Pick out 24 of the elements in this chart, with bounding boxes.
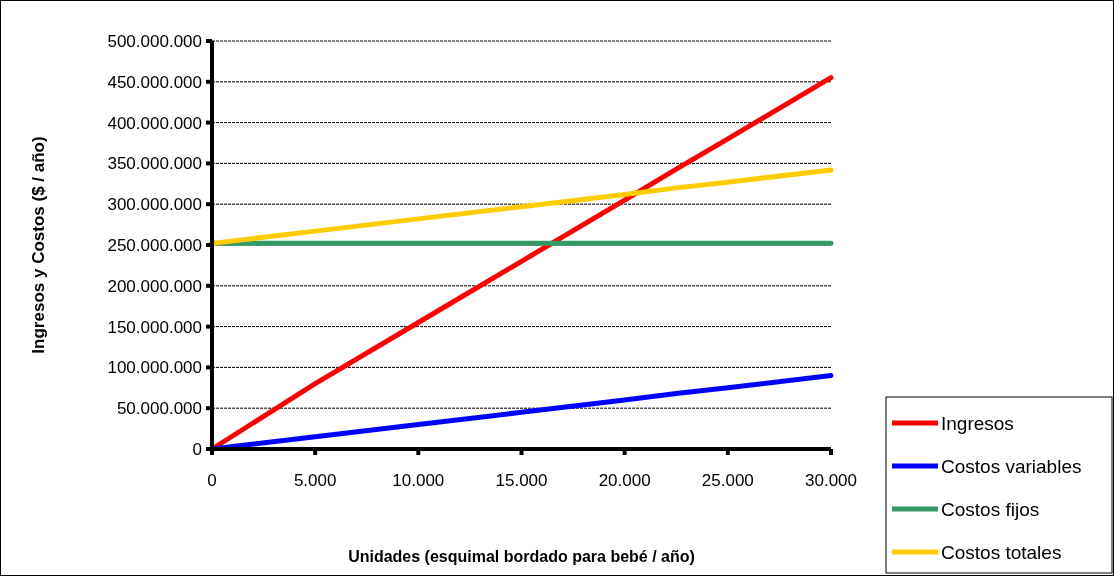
x-tick-label: 30.000	[805, 471, 857, 490]
y-tick-label: 200.000.000	[107, 276, 202, 296]
y-tick-label: 0	[192, 439, 202, 459]
y-tick-label: 100.000.000	[107, 358, 202, 378]
x-axis-title: Unidades (esquimal bordado para bebé / año)	[348, 548, 695, 565]
y-tick-label: 400.000.000	[107, 113, 202, 133]
legend-label: Costos fijos	[941, 498, 1040, 520]
legend-label: Costos totales	[941, 541, 1062, 563]
y-tick-label: 250.000.000	[107, 235, 202, 255]
legend-label: Costos variables	[941, 455, 1082, 477]
x-tick-label: 25.000	[701, 471, 754, 490]
y-tick-label: 300.000.000	[107, 195, 202, 215]
x-tick-label: 0	[207, 471, 217, 490]
legend-label: Ingresos	[941, 412, 1014, 434]
x-tick-label: 5.000	[293, 471, 337, 490]
y-axis-title: Ingresos y Costos ($ / año)	[29, 136, 48, 354]
y-tick-label: 500.000.000	[107, 31, 202, 51]
x-tick-label: 20.000	[598, 471, 651, 490]
x-tick-label: 15.000	[495, 471, 548, 490]
y-tick-label: 450.000.000	[107, 72, 202, 92]
x-tick-label: 10.000	[392, 471, 445, 490]
y-tick-label: 50.000.000	[116, 399, 202, 419]
y-tick-label: 350.000.000	[107, 154, 202, 174]
y-tick-label: 150.000.000	[107, 317, 202, 337]
